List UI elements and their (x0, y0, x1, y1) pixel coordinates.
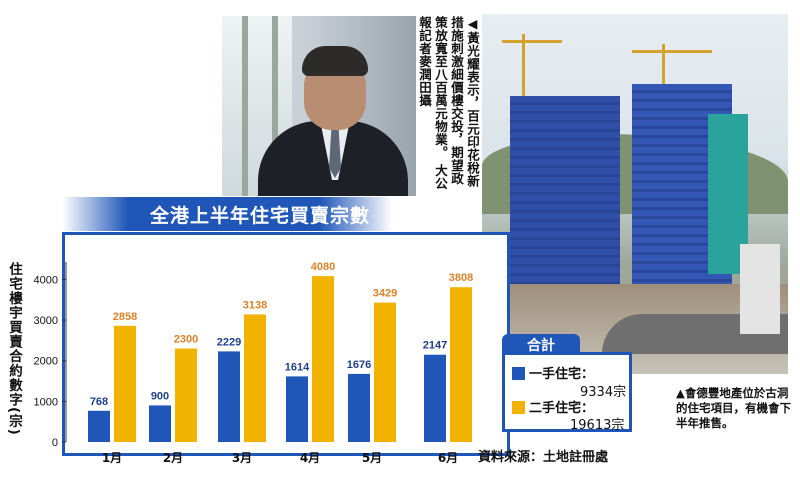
data-label-first-hand: 2229 (217, 336, 241, 348)
bar-second-hand (312, 276, 334, 442)
data-label-first-hand: 2147 (423, 340, 447, 352)
legend-label-second-hand: 二手住宅： (529, 401, 595, 416)
legend-item-first-hand: 一手住宅： (512, 363, 594, 382)
y-tick-label: 2000 (34, 356, 58, 368)
bar-second-hand (244, 314, 266, 442)
hair (302, 46, 368, 76)
legend-swatch-first-hand (512, 367, 525, 380)
bar-second-hand (374, 302, 396, 442)
bar-second-hand (114, 325, 136, 442)
x-tick-label: 5月 (362, 451, 382, 465)
legend-swatch-second-hand (512, 401, 525, 414)
data-label-second-hand: 4080 (311, 261, 335, 273)
crane-arm (502, 40, 562, 43)
low-rise-building (740, 244, 780, 334)
data-label-second-hand: 3429 (373, 288, 397, 300)
construction-photo (482, 14, 788, 374)
portrait-caption-text: ◀黃光耀表示，百元印花稅新措施刺激細價樓交投，期望政策放寬至八百萬元物業。 (433, 16, 480, 188)
crane-icon (522, 34, 525, 104)
portrait-caption: ◀黃光耀表示，百元印花稅新措施刺激細價樓交投，期望政策放寬至八百萬元物業。 大公… (417, 16, 480, 196)
window-frame (272, 16, 278, 196)
chart-title-bar (62, 197, 392, 231)
crane-arm (632, 50, 712, 53)
x-tick-label: 1月 (102, 451, 122, 465)
x-tick-label: 2月 (163, 451, 183, 465)
x-tick-label: 3月 (232, 451, 252, 465)
bar-second-hand (175, 348, 197, 442)
data-label-first-hand: 768 (90, 396, 108, 408)
legend-item-second-hand: 二手住宅： (512, 397, 594, 416)
window-frame (242, 16, 248, 196)
bar-first-hand (348, 373, 370, 442)
bar-first-hand (424, 354, 446, 442)
bar-first-hand (88, 410, 110, 442)
crane-icon (662, 44, 665, 94)
data-label-second-hand: 2300 (174, 334, 198, 346)
source-note: 資料來源：土地註冊處 (478, 450, 609, 465)
x-tick-label: 6月 (438, 451, 458, 465)
tie (329, 128, 341, 178)
y-axis-label: 住宅樓宇買賣合約數字(宗) (6, 262, 22, 436)
legend-box (502, 352, 632, 432)
data-label-first-hand: 1676 (347, 359, 371, 371)
legend-value-second-hand: 19613宗 (570, 418, 625, 433)
tower-block (510, 96, 620, 296)
chart-title: 全港上半年住宅買賣宗數 (150, 205, 371, 227)
data-label-second-hand: 2858 (113, 311, 137, 323)
bar-first-hand (218, 351, 240, 442)
x-tick-label: 4月 (300, 451, 320, 465)
legend-label-first-hand: 一手住宅： (529, 367, 595, 382)
construction-caption: ▲會德豐地產位於古洞的住宅項目，有機會下半年推售。 (676, 386, 791, 430)
y-tick-label: 4000 (34, 274, 58, 286)
portrait-photo (222, 16, 416, 196)
data-label-second-hand: 3808 (449, 272, 473, 284)
legend-value-first-hand: 9334宗 (580, 385, 627, 400)
portrait-caption-credit: 大公報記者麥潤田攝 (417, 16, 448, 190)
y-tick-label: 3000 (34, 315, 58, 327)
bar-first-hand (286, 376, 308, 442)
bar-second-hand (450, 287, 472, 442)
y-tick-label: 1000 (34, 396, 58, 408)
bar-first-hand (149, 405, 171, 442)
y-tick-label: 0 (52, 437, 58, 449)
data-label-second-hand: 3138 (243, 299, 267, 311)
data-label-first-hand: 900 (151, 390, 169, 402)
data-label-first-hand: 1614 (285, 361, 310, 373)
